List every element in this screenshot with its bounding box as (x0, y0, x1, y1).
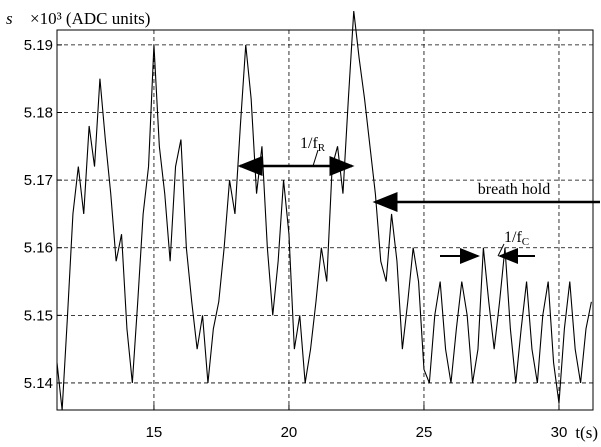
annotation-text: 1/f (504, 229, 522, 246)
annotation: 1/fC (504, 229, 529, 248)
x-axis-label: t(s) (575, 423, 598, 442)
annotation: 1/fR (300, 135, 326, 154)
signal-line (56, 11, 592, 411)
y-tick-label: 5.16 (24, 240, 53, 257)
x-tick-label: 30 (551, 424, 568, 441)
annotation-sub: R (318, 142, 326, 154)
x-tick-label: 15 (146, 424, 163, 441)
x-tick-label: 25 (416, 424, 433, 441)
x-tick-label: 20 (281, 424, 298, 441)
y-tick-label: 5.18 (24, 104, 53, 121)
y-axis-label: ×10³ (ADC units) (30, 9, 150, 28)
annotation-sub: C (522, 236, 529, 248)
y-tick-label: 5.15 (24, 307, 53, 324)
plot-area (56, 11, 593, 411)
y-tick-label: 5.17 (24, 172, 53, 189)
plot-frame (56, 29, 594, 411)
leader (497, 243, 505, 257)
annotation: breath hold (478, 181, 550, 198)
y-axis-symbol: s (6, 9, 13, 28)
y-tick-label: 5.14 (24, 375, 53, 392)
leader (312, 149, 319, 167)
y-tick-label: 5.19 (24, 37, 53, 54)
annotation-text: 1/f (300, 135, 318, 152)
